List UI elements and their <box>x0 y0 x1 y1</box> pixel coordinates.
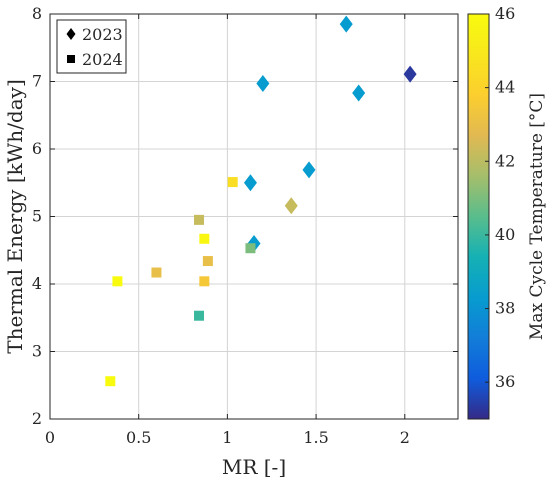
y-axis-ticks: 2 3 4 5 6 7 8 <box>32 4 458 428</box>
data-point-2024-square <box>105 376 116 387</box>
y-tick-label: 8 <box>32 4 42 23</box>
legend-marker-square <box>67 55 75 63</box>
x-tick-label: 0.5 <box>126 428 151 447</box>
colorbar-tick-label: 42 <box>495 151 515 170</box>
y-tick-label: 7 <box>32 72 42 91</box>
y-tick-label: 6 <box>32 139 42 158</box>
data-point-2024-square <box>245 243 256 254</box>
colorbar-tick-label: 40 <box>495 225 515 244</box>
legend-marker-diamond <box>66 28 76 40</box>
colorbar-ticks: 36 38 40 42 44 46 <box>485 4 515 391</box>
data-marks <box>105 15 417 387</box>
data-point-2024-square <box>194 310 205 321</box>
colorbar-gradient <box>467 13 490 420</box>
data-point-2024-square <box>202 256 213 267</box>
y-tick-label: 3 <box>32 342 42 361</box>
data-point-2024-square <box>194 214 205 225</box>
colorbar-tick-label: 36 <box>495 372 515 391</box>
data-point-2024-square <box>199 276 210 287</box>
data-point-2024-square <box>151 267 162 278</box>
x-axis-ticks: 0 0.5 1 1.5 2 <box>45 14 410 447</box>
y-axis-title: Thermal Energy [kWh/day] <box>3 79 27 354</box>
colorbar: 36 38 40 42 44 46 Max Cycle Temperature [°C] <box>467 4 547 420</box>
colorbar-title: Max Cycle Temperature [°C] <box>527 93 547 340</box>
data-point-2024-square <box>112 276 123 287</box>
data-point-2023-diamond <box>339 15 353 33</box>
y-tick-label: 2 <box>32 409 42 428</box>
colorbar-tick-label: 46 <box>495 4 515 23</box>
legend: 2023 2024 <box>56 19 127 74</box>
x-tick-label: 2 <box>400 428 410 447</box>
colorbar-tick-label: 44 <box>495 78 515 97</box>
x-tick-label: 1 <box>222 428 232 447</box>
grid <box>50 14 458 419</box>
x-axis-title: MR [-] <box>222 455 286 479</box>
legend-label-2024: 2024 <box>82 50 123 69</box>
data-point-2023-diamond <box>403 65 417 83</box>
y-tick-label: 5 <box>32 207 42 226</box>
data-point-2023-diamond <box>256 75 270 93</box>
data-point-2023-diamond <box>302 161 316 179</box>
data-point-2023-diamond <box>284 197 298 215</box>
y-tick-label: 4 <box>32 274 42 293</box>
x-tick-label: 1.5 <box>303 428 328 447</box>
legend-box <box>56 19 127 74</box>
x-tick-label: 0 <box>45 428 55 447</box>
data-point-2024-square <box>199 233 210 244</box>
colorbar-tick-label: 38 <box>495 299 515 318</box>
legend-label-2023: 2023 <box>82 25 123 44</box>
data-point-2024-square <box>227 177 238 188</box>
data-point-2023-diamond <box>352 84 366 102</box>
data-point-2023-diamond <box>243 174 257 192</box>
